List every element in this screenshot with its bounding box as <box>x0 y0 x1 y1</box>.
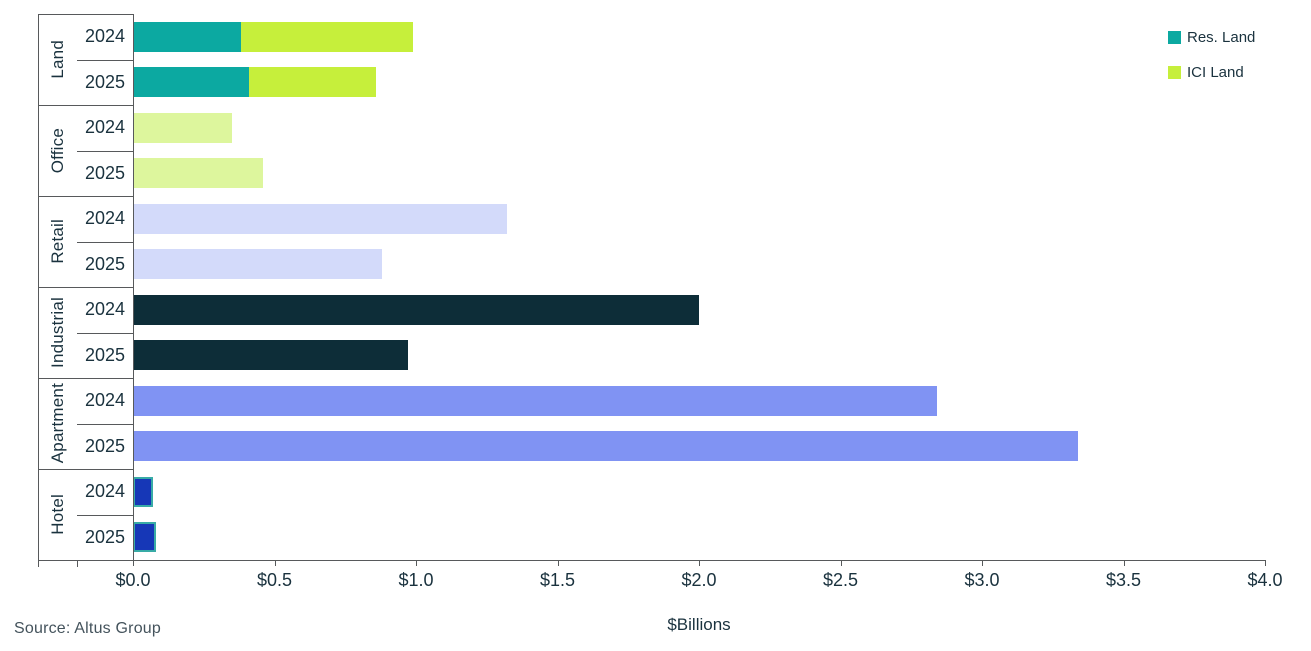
bar-land-2024-ici-land <box>240 21 414 52</box>
bar-hotel-2025-hotel <box>133 522 156 553</box>
category-label-apartment: Apartment <box>38 378 77 469</box>
category-separator-line <box>38 14 133 15</box>
bar-office-2025-office <box>133 158 264 189</box>
x-axis-tick-label: $3.0 <box>964 570 1000 590</box>
category-separator-line <box>38 469 133 470</box>
x-axis-tick-label: $2.5 <box>822 570 859 590</box>
x-axis-tick <box>840 560 842 566</box>
year-label-hotel-2024: 2024 <box>84 481 126 502</box>
category-label-office: Office <box>38 105 77 196</box>
x-axis-line <box>38 560 1265 561</box>
category-label-text: Industrial <box>47 297 67 368</box>
year-separator-line <box>77 423 133 425</box>
x-axis-tick <box>982 560 983 566</box>
category-separator-line <box>38 287 133 288</box>
year-separator-line <box>77 332 133 334</box>
legend: Res. Land ICI Land <box>1168 28 1256 100</box>
year-label-land-2024: 2024 <box>84 26 126 47</box>
bar-hotel-2024-hotel <box>133 476 153 507</box>
bar-land-2025-res-land <box>133 67 250 98</box>
x-axis-tick <box>699 560 700 566</box>
year-separator-line <box>77 241 133 243</box>
year-label-retail-2024: 2024 <box>84 208 126 229</box>
ici-land-swatch-icon <box>1168 65 1181 79</box>
bar-apartment-2024-apartment <box>133 385 937 416</box>
category-label-retail: Retail <box>38 196 77 287</box>
bar-industrial-2025-industrial <box>133 340 408 371</box>
category-separator-line <box>38 105 133 106</box>
x-axis-tick-label: $1.5 <box>539 570 576 590</box>
gutter-left-border <box>38 14 39 560</box>
category-separator-line <box>38 196 133 197</box>
gutter-tick <box>77 560 78 567</box>
year-label-office-2025: 2025 <box>84 162 126 183</box>
year-label-office-2024: 2024 <box>84 117 126 138</box>
category-label-hotel: Hotel <box>38 469 77 560</box>
year-separator-line <box>77 514 133 516</box>
year-label-apartment-2024: 2024 <box>84 390 126 411</box>
x-axis-tick <box>133 560 134 566</box>
year-label-land-2025: 2025 <box>84 71 126 92</box>
year-label-apartment-2025: 2025 <box>84 435 126 456</box>
x-axis-tick-label: $4.0 <box>1247 570 1283 590</box>
bar-apartment-2025-apartment <box>133 431 1079 462</box>
x-axis-tick <box>274 560 276 566</box>
legend-label-res-land: Res. Land <box>1187 28 1256 46</box>
category-label-text: Office <box>47 127 67 174</box>
source-note: Source: Altus Group <box>14 620 161 637</box>
gutter-tick <box>38 560 39 567</box>
year-label-industrial-2024: 2024 <box>84 299 126 320</box>
category-label-text: Hotel <box>47 494 67 535</box>
category-label-text: Land <box>47 40 67 79</box>
legend-item-ici-land: ICI Land <box>1168 63 1255 81</box>
x-axis-tick-label: $0.5 <box>256 570 293 590</box>
x-axis-tick <box>416 560 417 566</box>
x-axis-title: $Billions <box>667 615 731 634</box>
legend-item-res-land: Res. Land <box>1168 28 1256 46</box>
bar-industrial-2024-industrial <box>133 294 699 325</box>
year-label-industrial-2025: 2025 <box>84 344 126 365</box>
bar-land-2024-res-land <box>133 21 241 52</box>
x-axis-tick-label: $1.0 <box>398 570 434 590</box>
category-label-text: Apartment <box>47 383 67 464</box>
x-axis-tick <box>1123 560 1125 566</box>
year-separator-line <box>77 150 133 152</box>
x-axis-tick-label: $0.0 <box>115 570 151 590</box>
bar-retail-2025-retail <box>133 249 383 280</box>
bar-office-2024-office <box>133 112 233 143</box>
legend-label-ici-land: ICI Land <box>1187 63 1244 81</box>
category-separator-line <box>38 378 133 379</box>
year-label-retail-2025: 2025 <box>84 253 126 274</box>
bar-retail-2024-retail <box>133 203 507 234</box>
x-axis-tick <box>1265 560 1266 566</box>
res-land-swatch-icon <box>1168 30 1181 44</box>
year-label-hotel-2025: 2025 <box>84 526 126 547</box>
x-axis-tick <box>557 560 559 566</box>
year-separator-line <box>77 59 133 61</box>
bar-land-2025-ici-land <box>249 67 377 98</box>
category-label-industrial: Industrial <box>38 287 77 378</box>
y-axis-line <box>133 14 134 560</box>
category-label-text: Retail <box>47 219 67 264</box>
x-axis-tick-label: $3.5 <box>1105 570 1142 590</box>
category-label-land: Land <box>38 14 77 105</box>
x-axis-tick-label: $2.0 <box>681 570 717 590</box>
